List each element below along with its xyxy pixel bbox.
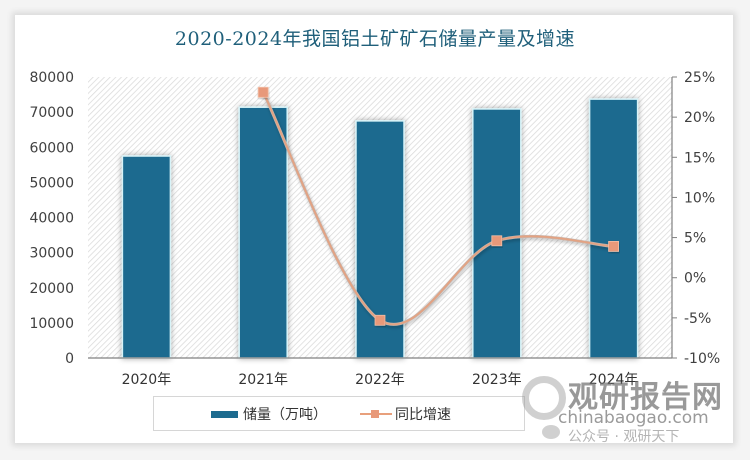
line-series xyxy=(257,86,619,326)
line-marker xyxy=(491,235,503,247)
left-axis-tick-label: 50000 xyxy=(29,175,74,191)
x-axis-tick-label: 2020年 xyxy=(122,372,172,388)
line-marker xyxy=(374,314,386,326)
left-y-axis: 0 10000 20000 30000 40000 50000 60000 70000 8000… xyxy=(29,70,74,367)
right-axis-tick-label: 25% xyxy=(684,70,715,86)
x-axis-tick-label: 2024年 xyxy=(589,372,639,388)
left-axis-tick-label: 30000 xyxy=(29,246,74,262)
legend-item-reserves: 储量（万吨） xyxy=(211,404,327,424)
legend-item-growth: 同比增速 xyxy=(360,404,451,424)
right-axis-tick-label: 15% xyxy=(684,150,715,166)
right-y-axis: -10% -5% 0% 5% 10% 15% 20% 25% xyxy=(672,70,720,367)
bar-2021年 xyxy=(238,106,288,359)
right-axis-tick-label: 10% xyxy=(684,190,715,206)
right-axis-tick-label: 5% xyxy=(684,231,706,247)
bar-2020年 xyxy=(121,155,172,359)
left-axis-tick-label: 40000 xyxy=(29,211,74,227)
left-axis-tick-label: 10000 xyxy=(29,316,74,332)
chart-title: 2020-2024年我国铝土矿矿石储量产量及增速 xyxy=(174,28,576,50)
right-axis-tick-label: -5% xyxy=(684,311,711,327)
bar-2023年 xyxy=(472,108,522,359)
line-marker xyxy=(608,241,619,252)
left-axis-tick-label: 60000 xyxy=(29,140,74,156)
line-marker xyxy=(257,86,269,98)
right-axis-tick-label: -10% xyxy=(684,351,720,367)
bar-2024年 xyxy=(588,98,639,359)
right-axis-tick-label: 20% xyxy=(684,110,715,126)
bar-swatch-icon xyxy=(211,410,238,418)
x-axis-tick-label: 2023年 xyxy=(472,372,522,388)
left-axis-tick-label: 80000 xyxy=(29,70,74,86)
right-axis-tick-label: 0% xyxy=(684,271,706,287)
left-axis-tick-label: 70000 xyxy=(29,105,74,121)
x-axis-tick-label: 2022年 xyxy=(355,372,405,388)
legend-label-reserves: 储量（万吨） xyxy=(243,407,327,423)
line-marker-swatch-icon xyxy=(360,409,392,419)
growth-line xyxy=(262,91,614,326)
x-axis-tick-label: 2021年 xyxy=(238,372,288,388)
left-axis-tick-label: 20000 xyxy=(29,281,74,297)
legend-label-growth: 同比增速 xyxy=(395,407,451,423)
left-axis-tick-label: 0 xyxy=(65,351,74,367)
chart-legend: 储量（万吨） 同比增速 xyxy=(153,396,525,431)
x-axis-labels: 2020年 2021年 2022年 2023年 2024年 xyxy=(122,372,639,388)
